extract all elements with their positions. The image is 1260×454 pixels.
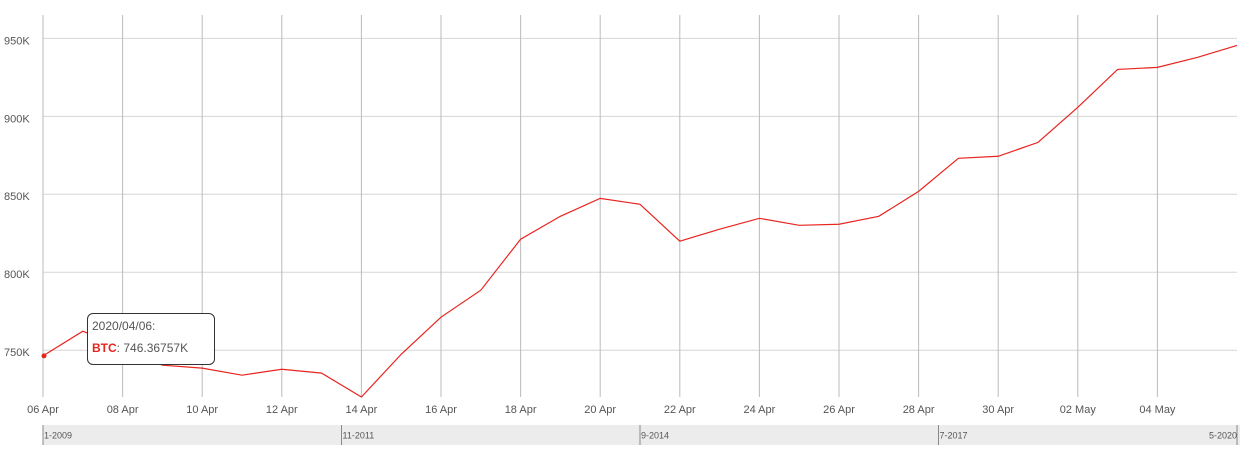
x-tick-label: 04 May [1139, 404, 1176, 416]
x-tick-label: 30 Apr [982, 404, 1014, 416]
x-tick-label: 22 Apr [664, 404, 696, 416]
x-tick-label: 02 May [1060, 404, 1097, 416]
navigator-label: 11-2011 [343, 430, 375, 440]
y-tick-label: 900K [4, 113, 30, 125]
y-tick-label: 800K [4, 269, 30, 281]
x-tick-label: 28 Apr [903, 404, 935, 416]
x-tick-label: 26 Apr [823, 404, 855, 416]
x-tick-label: 24 Apr [743, 404, 775, 416]
line [42, 44, 1238, 398]
navigator-label: 7-2017 [940, 430, 968, 440]
x-tick-label: 06 Apr [27, 404, 59, 416]
tooltip-title: 2020/04/06: [92, 319, 156, 333]
x-tick-label: 20 Apr [584, 404, 616, 416]
x-tick-label: 08 Apr [107, 404, 139, 416]
x-tick-label: 18 Apr [505, 404, 537, 416]
navigator-label: 5-2020 [1209, 430, 1237, 440]
navigator[interactable] [43, 425, 1240, 445]
x-tick-label: 12 Apr [266, 404, 298, 416]
navigator-label: 1-2009 [44, 430, 72, 440]
x-tick-label: 16 Apr [425, 404, 457, 416]
tooltip-value: 746.36757K [123, 341, 189, 355]
hover-marker [41, 353, 47, 359]
tooltip: 2020/04/06: BTC746.36757K [87, 313, 215, 365]
y-tick-label: 950K [4, 35, 30, 47]
y-tick-label: 750K [4, 347, 30, 359]
x-tick-label: 14 Apr [345, 404, 377, 416]
x-tick-label: 10 Apr [186, 404, 218, 416]
navigator-label: 9-2014 [641, 430, 669, 440]
y-tick-label: 850K [4, 191, 30, 203]
tooltip-series: BTC [92, 341, 123, 355]
